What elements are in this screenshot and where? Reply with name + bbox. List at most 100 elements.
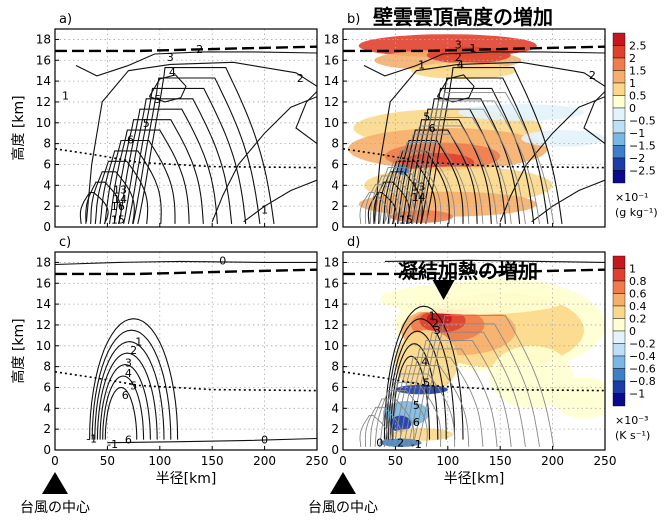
x-tick-label: 200	[541, 454, 564, 468]
colorbar-swatch	[612, 82, 626, 96]
reference-contour	[383, 373, 456, 447]
y-tick-label: 14	[324, 74, 339, 88]
colorbar-level: 2	[629, 52, 636, 65]
colorbar: 2.521.510.50−0.5−1−1.5−2−2.5 ×10⁻¹ (g kg⁻¹…	[612, 32, 658, 219]
shading-blob	[379, 283, 569, 315]
contour-label: 13	[412, 180, 426, 193]
colorbar-swatch	[612, 107, 626, 121]
colorbar-swatch	[612, 293, 626, 307]
colorbar-level: −0.6	[629, 363, 656, 376]
colorbar-level: −0.5	[629, 115, 656, 128]
contour-label: 4	[421, 356, 428, 369]
contour-label: 16	[111, 200, 125, 213]
contour-line	[118, 108, 218, 225]
contour-label: 5	[413, 399, 420, 412]
colorbar-scale: ×10⁻¹	[615, 191, 648, 204]
contour-line	[396, 129, 478, 224]
colorbar-swatch	[612, 305, 626, 319]
y-tick-label: 4	[331, 401, 339, 415]
shading-blob	[552, 377, 605, 419]
contour-label: 5	[143, 117, 150, 130]
shading-blob	[521, 130, 605, 147]
contour-line	[132, 77, 261, 225]
contour-label: 3	[167, 51, 174, 64]
x-tick-label: 250	[594, 454, 617, 468]
plot-frame	[342, 28, 606, 228]
contour-label: 6	[125, 434, 132, 447]
contour-line	[373, 61, 605, 222]
shading-blob	[411, 62, 516, 79]
contour-label: 0	[261, 434, 268, 447]
colorbar-swatch	[612, 32, 626, 46]
y-tick-label: 10	[36, 116, 51, 130]
colorbar-swatch	[612, 95, 626, 109]
y-tick-label: 2	[43, 199, 51, 213]
x-tick-label: 0	[339, 454, 347, 468]
y-tick-label: 4	[43, 178, 51, 192]
contour-label: 15	[399, 214, 413, 227]
reference-contour	[407, 331, 526, 447]
colorbar-unit: (g kg⁻¹)	[615, 206, 658, 219]
contour-line	[104, 386, 138, 440]
reference-contour	[398, 125, 498, 224]
contour-label: 3	[455, 39, 462, 52]
colorbar-swatch	[612, 268, 626, 282]
reference-contour	[398, 348, 498, 447]
contour-line	[436, 74, 475, 103]
reference-contour	[364, 183, 402, 225]
panel-label: b)	[347, 12, 360, 27]
colorbar-level: 0	[629, 325, 636, 338]
contour-line	[425, 67, 563, 225]
tropopause-line	[343, 268, 605, 276]
contour-label: 2	[432, 317, 439, 330]
contour-line	[392, 355, 431, 440]
colorbar-level: −1	[629, 388, 645, 401]
contour-line	[411, 98, 521, 225]
shading-blob	[426, 311, 452, 327]
reference-contour	[402, 117, 512, 224]
contour-line	[137, 67, 275, 225]
contour-line	[102, 375, 145, 440]
colorbar-level: −2	[629, 152, 645, 165]
x-tick-label: 50	[388, 454, 403, 468]
reference-contour	[374, 167, 428, 224]
contour-label: 1	[135, 336, 142, 349]
contour-line	[390, 343, 439, 440]
y-axis-label: 高度 [km]	[10, 318, 27, 383]
x-tick-label: 200	[253, 454, 276, 468]
tropopause-line	[343, 45, 605, 53]
contour-label: 5	[423, 376, 430, 389]
y-tick-label: 0	[43, 220, 51, 234]
colorbar-swatch	[612, 170, 626, 184]
reference-contour	[388, 365, 470, 447]
colorbar-level: 0.5	[629, 90, 647, 103]
contour-label: 6	[429, 122, 436, 135]
y-axis-label: 高度 [km]	[10, 95, 27, 160]
colorbar-level: 2.5	[629, 40, 647, 53]
contour-line	[123, 98, 233, 225]
contour-line	[89, 318, 179, 440]
y-tick-label: 10	[324, 116, 339, 130]
contour-label: 4	[169, 66, 176, 79]
contour-line	[531, 179, 605, 223]
reference-contour	[402, 340, 512, 447]
contour-line	[211, 96, 317, 223]
y-tick-label: 14	[324, 297, 339, 311]
x-tick-label: 150	[489, 454, 512, 468]
contour-label: 3	[125, 357, 132, 370]
contour-line	[107, 437, 317, 444]
colorbar-swatch	[612, 132, 626, 146]
contour-line	[55, 260, 317, 266]
contour-line	[363, 51, 605, 77]
contour-line	[94, 160, 149, 224]
contour-line	[392, 139, 464, 224]
colorbar-swatch	[612, 368, 626, 382]
contour-line	[583, 91, 605, 145]
colorbar-level: 1.5	[629, 65, 647, 78]
contour-label: 0	[219, 254, 226, 267]
contour-line	[148, 74, 187, 103]
contour-line	[108, 129, 190, 224]
panel-title: 壁雲雲頂高度の増加	[373, 5, 553, 29]
